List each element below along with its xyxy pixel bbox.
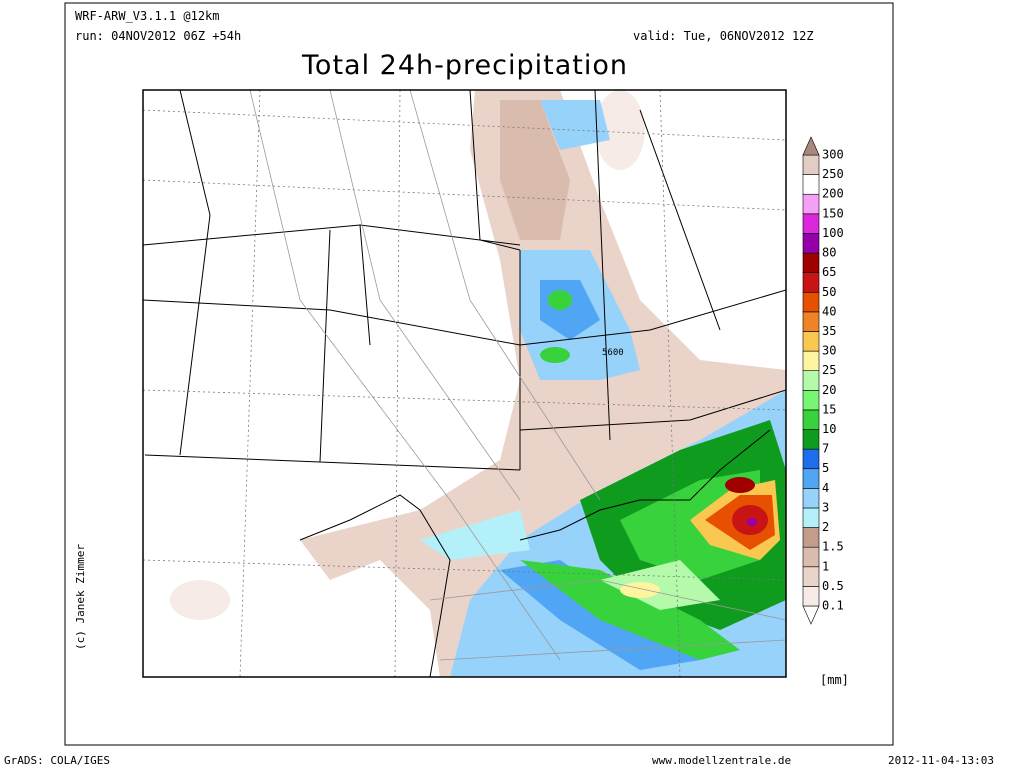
colorbar-box bbox=[802, 546, 820, 568]
colorbar-label: 25 bbox=[822, 363, 836, 377]
colorbar-label: 250 bbox=[822, 167, 844, 181]
colorbar-box bbox=[802, 586, 820, 607]
colorbar-label: 20 bbox=[822, 383, 836, 397]
colorbar-label: 35 bbox=[822, 324, 836, 338]
colorbar-triangle bbox=[802, 136, 820, 156]
colorbar-box bbox=[802, 331, 820, 352]
colorbar-label: 0.1 bbox=[822, 599, 844, 613]
credit: (c) Janek Zimmer bbox=[74, 544, 87, 650]
colorbar-box bbox=[802, 291, 820, 313]
colorbar-label: 100 bbox=[822, 226, 844, 240]
colorbar-box bbox=[802, 429, 820, 450]
colorbar-box bbox=[802, 311, 820, 332]
colorbar-box bbox=[802, 272, 820, 293]
colorbar-box bbox=[802, 468, 820, 489]
colorbar-label: 7 bbox=[822, 442, 829, 456]
colorbar-label: 50 bbox=[822, 285, 836, 299]
colorbar-label: 30 bbox=[822, 344, 836, 358]
colorbar-label: 15 bbox=[822, 402, 836, 416]
colorbar-box bbox=[802, 488, 820, 509]
colorbar-label: 200 bbox=[822, 187, 844, 201]
valid-label: valid: Tue, 06NOV2012 12Z bbox=[633, 29, 814, 43]
colorbar-box bbox=[802, 448, 820, 470]
colorbar-box bbox=[802, 233, 820, 254]
colorbar-box bbox=[802, 566, 820, 587]
colorbar-label: 300 bbox=[822, 148, 844, 162]
colorbar-label: 150 bbox=[822, 206, 844, 220]
website: www.modellzentrale.de bbox=[652, 754, 791, 767]
colorbar-label: 4 bbox=[822, 481, 829, 495]
colorbar-box bbox=[802, 174, 820, 195]
run-label: run: 04NOV2012 06Z +54h bbox=[75, 29, 241, 43]
colorbar-box bbox=[802, 527, 820, 548]
colorbar: 0.1 0.5 1 1.5 2 3 4 5 7 10 15 20 25 30 35 40 50 65 80 100 15… bbox=[802, 136, 844, 625]
contour-label: 5600 bbox=[602, 348, 624, 358]
colorbar-label: 0.5 bbox=[822, 579, 844, 593]
colorbar-label: 10 bbox=[822, 422, 836, 436]
colorbar-label: 65 bbox=[822, 265, 836, 279]
colorbar-box bbox=[802, 390, 820, 411]
colorbar-box bbox=[802, 213, 820, 234]
colorbar-box bbox=[802, 409, 820, 430]
map: 5600 bbox=[142, 89, 787, 678]
model-label: WRF-ARW_V3.1.1 @12km bbox=[75, 9, 220, 23]
map-frame bbox=[142, 89, 787, 678]
colorbar-label: 3 bbox=[822, 500, 829, 514]
colorbar-box bbox=[802, 193, 820, 215]
map-title: Total 24h-precipitation bbox=[301, 50, 628, 81]
colorbar-unit: [mm] bbox=[820, 673, 849, 687]
colorbar-label: 5 bbox=[822, 461, 829, 475]
colorbar-box bbox=[802, 252, 820, 273]
colorbar-label: 40 bbox=[822, 304, 836, 318]
colorbar-box bbox=[802, 370, 820, 391]
colorbar-box bbox=[802, 154, 820, 175]
colorbar-label: 1.5 bbox=[822, 540, 844, 554]
timestamp: 2012-11-04-13:03 bbox=[888, 754, 994, 767]
colorbar-label: 1 bbox=[822, 559, 829, 573]
colorbar-label: 2 bbox=[822, 520, 829, 534]
colorbar-box bbox=[802, 350, 820, 371]
colorbar-box bbox=[802, 507, 820, 528]
colorbar-label: 80 bbox=[822, 246, 836, 260]
software-credit: GrADS: COLA/IGES bbox=[4, 754, 110, 767]
